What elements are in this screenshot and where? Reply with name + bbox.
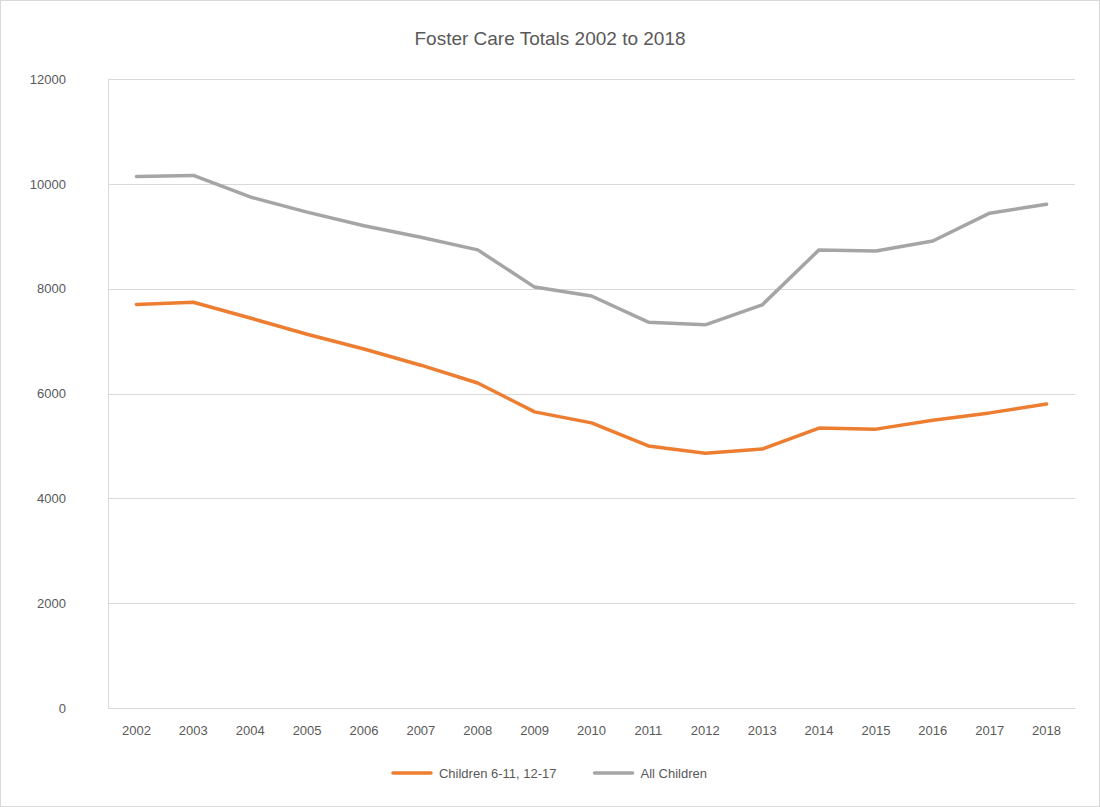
x-tick-label: 2005 xyxy=(293,723,322,738)
x-tick: 2014 xyxy=(805,708,834,738)
x-tick: 2009 xyxy=(520,708,549,738)
y-tick: 8000 xyxy=(37,281,108,296)
x-tick-label: 2012 xyxy=(691,723,720,738)
grid-line xyxy=(108,289,1075,290)
y-tick: 0 xyxy=(59,701,108,716)
series-line xyxy=(136,302,1046,453)
x-tick: 2007 xyxy=(406,708,435,738)
y-tick: 6000 xyxy=(37,386,108,401)
x-tick: 2005 xyxy=(293,708,322,738)
chart-border xyxy=(1,1,1100,807)
legend: Children 6-11, 12-17 All Children xyxy=(393,766,707,781)
x-axis: 2002 2003 2004 2005 2006 2007 2008 2009 2010 2011… xyxy=(109,708,1076,738)
grid xyxy=(108,80,1075,709)
x-tick-label: 2007 xyxy=(406,723,435,738)
x-tick-label: 2011 xyxy=(634,723,662,738)
y-tick-label: 12000 xyxy=(30,72,66,87)
y-tick-label: 0 xyxy=(59,701,66,716)
x-tick: 2010 xyxy=(577,708,606,738)
x-tick-label: 2017 xyxy=(975,723,1004,738)
y-tick-label: 10000 xyxy=(30,176,66,191)
x-tick-label: 2016 xyxy=(918,723,947,738)
grid-line xyxy=(108,184,1075,185)
x-tick: 2002 xyxy=(122,708,151,738)
series-line xyxy=(136,175,1046,324)
x-tick-label: 2009 xyxy=(520,723,549,738)
grid-line xyxy=(108,79,1075,80)
legend-label: Children 6-11, 12-17 xyxy=(439,766,557,781)
x-tick: 2006 xyxy=(350,708,379,738)
y-axis: 0 2000 4000 6000 8000 10000 12000 xyxy=(30,72,109,716)
x-tick-label: 2003 xyxy=(179,723,208,738)
y-tick: 10000 xyxy=(30,176,108,191)
x-tick-label: 2014 xyxy=(805,723,834,738)
lines xyxy=(136,175,1046,453)
x-tick: 2017 xyxy=(975,708,1004,738)
y-axis-line xyxy=(108,80,109,709)
x-tick: 2008 xyxy=(463,708,492,738)
x-tick: 2012 xyxy=(691,708,720,738)
y-tick-label: 2000 xyxy=(37,596,66,611)
x-tick-label: 2004 xyxy=(236,723,265,738)
grid-line xyxy=(108,394,1075,395)
x-tick-label: 2013 xyxy=(748,723,777,738)
y-tick: 4000 xyxy=(37,491,108,506)
plot: 0200040006000800010000120002002200320042… xyxy=(30,72,1076,739)
x-tick-label: 2008 xyxy=(463,723,492,738)
grid-line xyxy=(108,603,1075,604)
y-tick-label: 8000 xyxy=(37,281,66,296)
x-tick: 2013 xyxy=(748,708,777,738)
x-tick-label: 2010 xyxy=(577,723,606,738)
legend-item: Children 6-11, 12-17 xyxy=(393,766,557,781)
y-tick: 12000 xyxy=(30,72,108,87)
x-tick-label: 2015 xyxy=(861,723,890,738)
grid-line xyxy=(108,708,1075,709)
legend-label: All Children xyxy=(641,766,707,781)
legend-swatch xyxy=(595,771,633,775)
legend-swatch xyxy=(393,771,431,775)
chart-title: Foster Care Totals 2002 to 2018 xyxy=(414,28,685,49)
y-tick: 2000 xyxy=(37,596,108,611)
x-tick: 2003 xyxy=(179,708,208,738)
x-tick-label: 2018 xyxy=(1032,723,1061,738)
chart: 0200040006000800010000120002002200320042… xyxy=(0,0,1100,807)
y-tick-label: 6000 xyxy=(37,386,66,401)
x-tick: 2011 xyxy=(634,708,662,738)
x-tick: 2018 xyxy=(1032,708,1061,738)
x-tick-label: 2002 xyxy=(122,723,151,738)
y-tick-label: 4000 xyxy=(37,491,66,506)
grid-line xyxy=(108,498,1075,499)
x-tick-label: 2006 xyxy=(350,723,379,738)
x-tick: 2016 xyxy=(918,708,947,738)
legend-item: All Children xyxy=(595,766,707,781)
x-tick: 2015 xyxy=(861,708,890,738)
x-axis-line xyxy=(109,708,1076,709)
x-tick: 2004 xyxy=(236,708,265,738)
